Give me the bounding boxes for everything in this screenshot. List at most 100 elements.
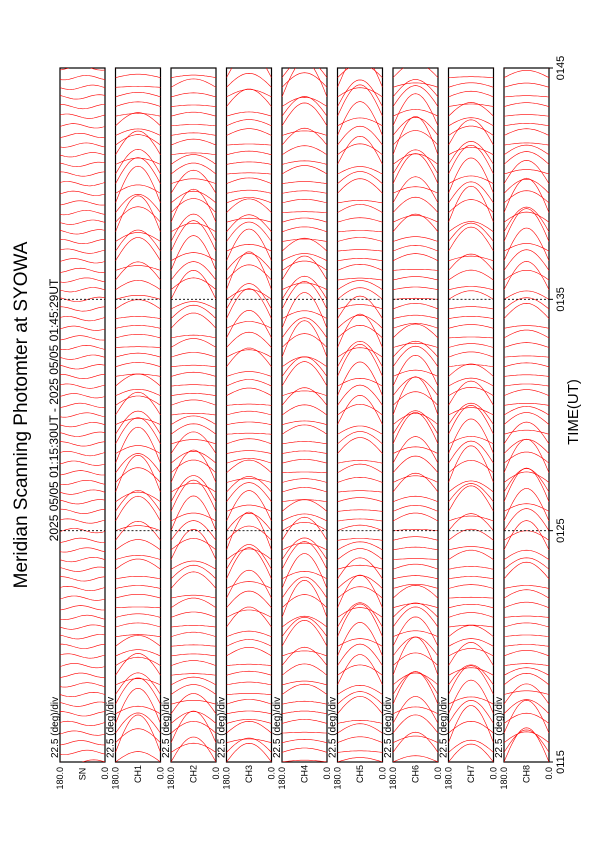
trace-line — [171, 413, 216, 416]
trace-line — [393, 446, 438, 454]
trace-line — [226, 438, 272, 445]
trace-line — [282, 615, 327, 628]
trace-line — [60, 277, 105, 283]
trace-line — [393, 472, 438, 493]
trace-line — [171, 198, 216, 213]
trace-line — [226, 172, 272, 175]
y-bottom-label: 0.0 — [322, 767, 332, 780]
trace-line — [282, 478, 327, 483]
trace-line — [226, 720, 272, 734]
trace-line — [337, 538, 383, 541]
scale-label: 22.5 (deg)/div — [161, 697, 172, 758]
trace-line — [448, 82, 494, 88]
trace-line — [60, 393, 105, 399]
trace-line — [115, 445, 161, 454]
trace-line — [226, 742, 272, 762]
trace-line — [504, 663, 549, 666]
trace-line — [337, 564, 383, 570]
trace-line — [115, 410, 161, 435]
trace-line — [115, 86, 161, 88]
trace-line — [60, 68, 105, 71]
trace-line — [448, 125, 494, 136]
trace-line — [115, 193, 161, 213]
y-bottom-label: 0.0 — [378, 767, 388, 780]
trace-line — [504, 190, 549, 204]
trace-line — [282, 237, 327, 252]
trace-line — [504, 561, 549, 580]
trace-line — [115, 148, 161, 175]
trace-line — [60, 749, 105, 755]
trace-line — [171, 104, 216, 107]
trace-line — [171, 564, 216, 580]
trace-line — [504, 451, 549, 464]
trace-line — [115, 606, 161, 609]
trace-line — [448, 418, 494, 454]
trace-line — [337, 135, 383, 165]
trace-line — [60, 248, 105, 254]
trace-line — [504, 206, 549, 233]
trace-line — [282, 72, 327, 88]
trace-line — [448, 546, 494, 551]
trace-line — [448, 324, 494, 329]
trace-line — [393, 369, 438, 377]
trace-line — [115, 237, 161, 261]
trace-line — [282, 181, 327, 184]
trace-line — [504, 690, 549, 695]
trace-line — [504, 503, 549, 512]
trace-line — [448, 739, 494, 753]
trace-line — [448, 102, 494, 117]
trace-line — [504, 650, 549, 657]
trace-line — [115, 112, 161, 127]
trace-line — [393, 603, 438, 609]
trace-line — [60, 344, 105, 350]
trace-line — [226, 221, 272, 242]
trace-line — [393, 297, 438, 300]
trace-line — [448, 720, 494, 734]
channel-label: CH7 — [466, 765, 476, 783]
trace-line — [337, 143, 383, 156]
trace-line — [337, 654, 383, 686]
trace-line — [504, 699, 549, 734]
trace-line — [448, 343, 494, 348]
trace-line — [393, 303, 438, 310]
trace-line — [171, 611, 216, 618]
y-top-label: 180.0 — [499, 767, 509, 790]
trace-line — [337, 460, 383, 464]
trace-line — [393, 85, 438, 107]
trace-line — [282, 226, 327, 233]
trace-line — [60, 306, 105, 312]
trace-line — [226, 331, 272, 348]
trace-line — [226, 569, 272, 599]
trace-line — [504, 729, 549, 753]
trace-line — [115, 195, 161, 233]
trace-line — [393, 584, 438, 599]
trace-line — [226, 432, 272, 435]
trace-line — [171, 152, 216, 156]
trace-line — [504, 70, 549, 78]
trace-line — [226, 421, 272, 425]
trace-line — [171, 312, 216, 329]
trace-line — [226, 88, 272, 107]
trace-line — [282, 594, 327, 609]
trace-line — [60, 634, 105, 640]
trace-line — [115, 395, 161, 406]
x-axis-label: TIME(UT) — [565, 379, 582, 445]
trace-line — [448, 269, 494, 281]
trace-line — [171, 334, 216, 339]
trace-line — [226, 289, 272, 300]
panel-8: 22.5 (deg)/div 180.0 0.0 CH7 — [439, 67, 499, 790]
channel-label: CH8 — [522, 765, 532, 783]
trace-line — [115, 634, 161, 637]
trace-line — [393, 93, 438, 126]
trace-line — [282, 441, 327, 445]
trace-line — [226, 693, 272, 695]
trace-line — [393, 68, 438, 78]
trace-line — [171, 560, 216, 570]
trace-line — [504, 342, 549, 348]
trace-line — [448, 700, 494, 724]
trace-line — [226, 710, 272, 715]
trace-line — [393, 495, 438, 503]
trace-line — [115, 362, 161, 368]
trace-line — [171, 482, 216, 493]
trace-line — [115, 352, 161, 358]
